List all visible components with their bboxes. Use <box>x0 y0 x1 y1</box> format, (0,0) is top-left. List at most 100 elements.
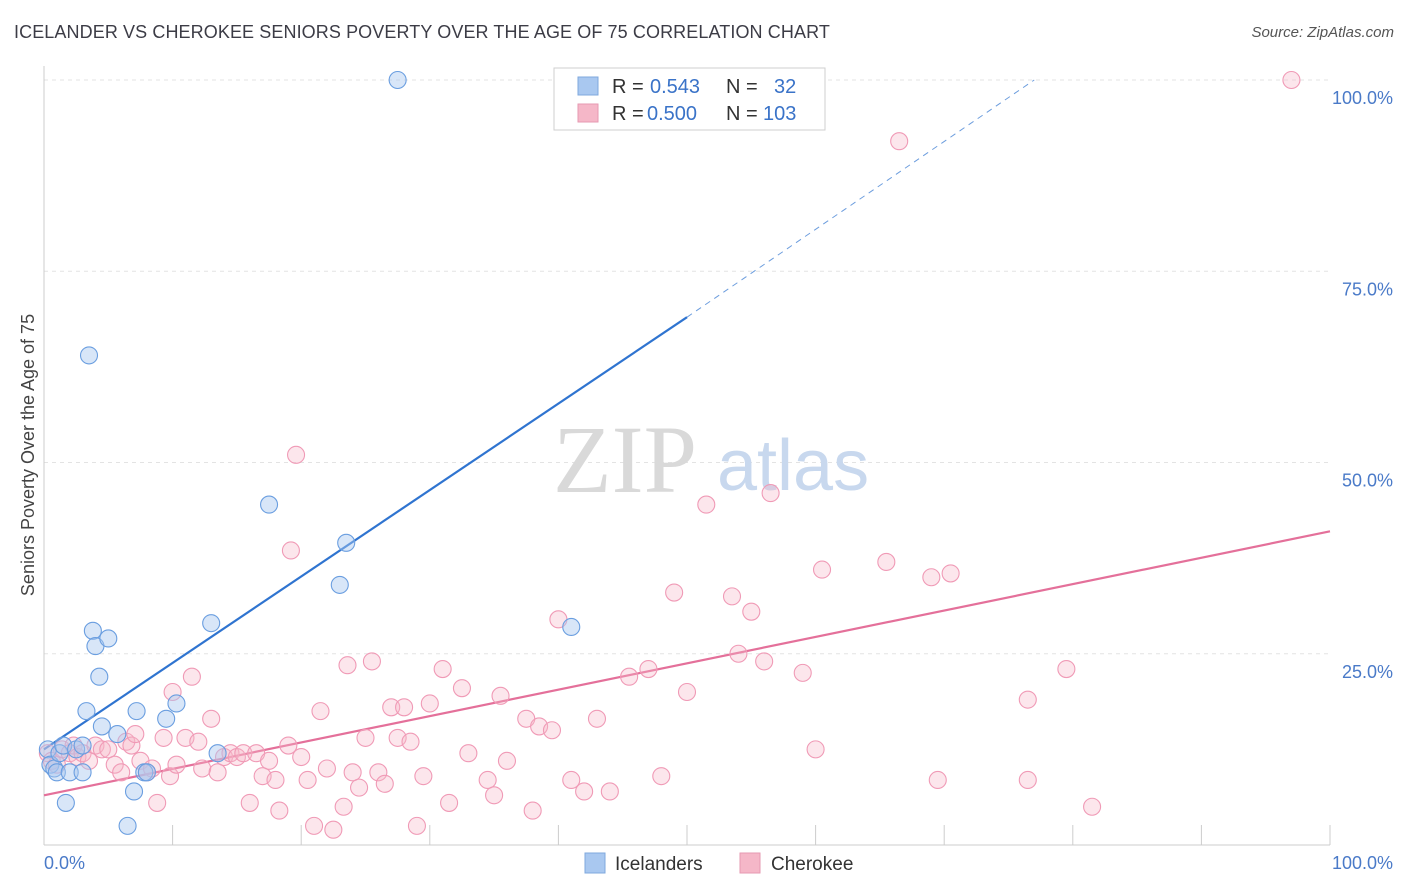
legend-r-value-1: 0.543 <box>650 76 700 98</box>
cherokee-point <box>677 682 697 702</box>
icelanders-point <box>124 782 144 801</box>
cherokee-point <box>334 797 353 816</box>
cherokee-point <box>755 652 774 671</box>
icelanders-point <box>388 70 407 90</box>
chart-title: ICELANDER VS CHEROKEE SENIORS POVERTY OV… <box>14 22 830 42</box>
cherokee-point <box>497 751 517 770</box>
cherokee-point <box>761 484 780 503</box>
icelanders-point <box>38 740 57 759</box>
grid-lines <box>44 79 1330 655</box>
icelanders-point <box>127 702 146 721</box>
legend-n-value-1: 32 <box>774 76 796 98</box>
cherokee-point <box>311 702 330 721</box>
bottom-legend-cherokee: Cherokee <box>771 854 853 875</box>
y-tick-label: 50.0% <box>1342 471 1393 491</box>
cherokee-point <box>292 747 311 767</box>
cherokee-point <box>126 725 145 744</box>
legend-box: R = 0.543 N = 32 R = 0.500 N = 103 <box>553 67 826 131</box>
cherokee-point <box>491 686 510 705</box>
cherokee-point <box>452 679 472 698</box>
cherokee-point <box>79 751 99 770</box>
cherokee-point <box>742 602 761 621</box>
source-credit: Source: ZipAtlas.com <box>1251 24 1394 41</box>
cherokee-point <box>148 793 167 812</box>
cherokee-point <box>167 755 186 774</box>
cherokee-point <box>298 770 317 790</box>
trend-lines <box>43 79 1331 797</box>
cherokee-point <box>401 732 420 751</box>
icelanders-point <box>202 614 221 633</box>
cherokee-point <box>806 740 825 759</box>
legend-n-label-1: N = <box>726 76 758 98</box>
cherokee-point <box>459 744 478 763</box>
cherokee-point <box>338 656 357 675</box>
cherokee-point <box>369 763 388 782</box>
cherokee-point <box>639 659 658 679</box>
cherokee-point <box>343 763 362 782</box>
cherokee-point <box>259 751 279 770</box>
bottom-legend-icelanders: Icelanders <box>615 854 703 875</box>
cherokee-point <box>1018 770 1037 790</box>
bottom-legend: Icelanders Cherokee <box>584 852 853 875</box>
icelanders-point <box>118 816 137 835</box>
y-tick-label: 100.0% <box>1332 88 1393 108</box>
watermark-atlas: atlas <box>717 426 869 506</box>
data-points <box>38 70 1301 839</box>
cherokee-point <box>382 698 401 717</box>
axes <box>43 66 1331 846</box>
cherokee-point <box>922 568 941 587</box>
legend-r-label-1: R = <box>612 76 644 98</box>
cherokee-point <box>356 728 375 747</box>
cherokee-point <box>202 709 221 728</box>
icelanders-trend-line <box>43 316 688 751</box>
cherokee-point <box>420 694 439 713</box>
cherokee-point <box>375 774 394 793</box>
cherokee-point <box>1083 797 1102 816</box>
cherokee-point <box>234 744 253 763</box>
legend-swatch-icelanders <box>577 76 599 96</box>
x-tick-label-max: 100.0% <box>1332 853 1393 873</box>
cherokee-point <box>697 495 716 514</box>
cherokee-point <box>163 682 182 702</box>
icelanders-point <box>167 694 186 713</box>
cherokee-point <box>154 728 173 747</box>
cherokee-point <box>112 763 131 782</box>
icelanders-point <box>79 346 99 365</box>
cherokee-trend-line <box>43 530 1331 797</box>
cherokee-point <box>793 663 812 682</box>
icelanders-point <box>77 702 96 721</box>
cherokee-point <box>281 541 300 560</box>
cherokee-point <box>587 709 607 728</box>
y-tick-label: 25.0% <box>1342 662 1393 682</box>
cherokee-point <box>92 740 111 759</box>
cherokee-point <box>189 732 208 751</box>
bottom-legend-swatch-cherokee <box>739 852 761 874</box>
y-axis-label: Seniors Poverty Over the Age of 75 <box>18 314 38 596</box>
legend-n-value-2: 103 <box>763 103 796 125</box>
cherokee-point <box>193 759 212 778</box>
icelanders-point <box>337 533 356 552</box>
cherokee-point <box>665 583 684 602</box>
icelanders-point <box>92 717 111 736</box>
icelanders-trend-extension <box>686 79 1035 318</box>
legend-swatch-cherokee <box>577 103 599 123</box>
x-tick-labels: 0.0% 100.0% <box>44 853 1393 873</box>
icelanders-point <box>157 709 176 728</box>
cherokee-point <box>440 793 459 812</box>
cherokee-point <box>122 736 141 755</box>
y-tick-label: 75.0% <box>1342 279 1393 299</box>
cherokee-point <box>266 770 285 790</box>
cherokee-point <box>600 782 619 801</box>
watermark-zip: ZIP <box>553 406 697 513</box>
x-tick-label-min: 0.0% <box>44 853 85 873</box>
cherokee-point <box>160 767 180 786</box>
cherokee-point <box>240 793 259 812</box>
cherokee-point <box>362 652 381 671</box>
cherokee-point <box>208 763 227 782</box>
cherokee-point <box>485 786 504 805</box>
cherokee-point <box>287 445 306 464</box>
cherokee-point <box>562 770 581 790</box>
icelanders-point <box>99 629 118 648</box>
icelanders-point <box>60 763 79 782</box>
